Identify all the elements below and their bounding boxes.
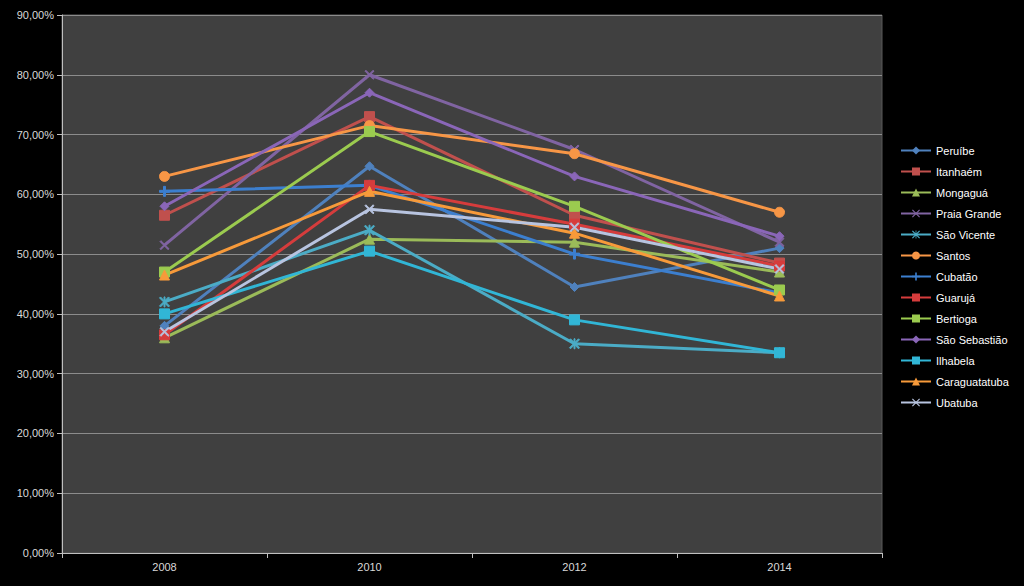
svg-text:São Sebastião: São Sebastião (936, 334, 1008, 346)
svg-text:Santos: Santos (936, 250, 971, 262)
svg-text:Bertioga: Bertioga (936, 313, 978, 325)
svg-text:Ilhabela: Ilhabela (936, 355, 975, 367)
svg-text:60,00%: 60,00% (17, 188, 55, 200)
svg-text:Mongaguá: Mongaguá (936, 187, 989, 199)
svg-text:Guarujá: Guarujá (936, 292, 976, 304)
svg-text:20,00%: 20,00% (17, 427, 55, 439)
svg-text:10,00%: 10,00% (17, 487, 55, 499)
svg-text:2014: 2014 (767, 561, 791, 573)
svg-text:Cubatão: Cubatão (936, 271, 978, 283)
svg-text:Itanhaém: Itanhaém (936, 166, 982, 178)
svg-text:Caraguatatuba: Caraguatatuba (936, 376, 1010, 388)
svg-text:40,00%: 40,00% (17, 308, 55, 320)
svg-text:São Vicente: São Vicente (936, 229, 995, 241)
svg-text:90,00%: 90,00% (17, 9, 55, 21)
svg-text:30,00%: 30,00% (17, 368, 55, 380)
svg-text:0,00%: 0,00% (23, 547, 54, 559)
svg-text:50,00%: 50,00% (17, 248, 55, 260)
svg-text:Peruíbe: Peruíbe (936, 145, 975, 157)
svg-text:Praia Grande: Praia Grande (936, 208, 1001, 220)
svg-text:Ubatuba: Ubatuba (936, 397, 978, 409)
svg-text:2012: 2012 (562, 561, 586, 573)
svg-text:70,00%: 70,00% (17, 129, 55, 141)
svg-text:2008: 2008 (152, 561, 176, 573)
svg-text:80,00%: 80,00% (17, 69, 55, 81)
svg-text:2010: 2010 (357, 561, 381, 573)
